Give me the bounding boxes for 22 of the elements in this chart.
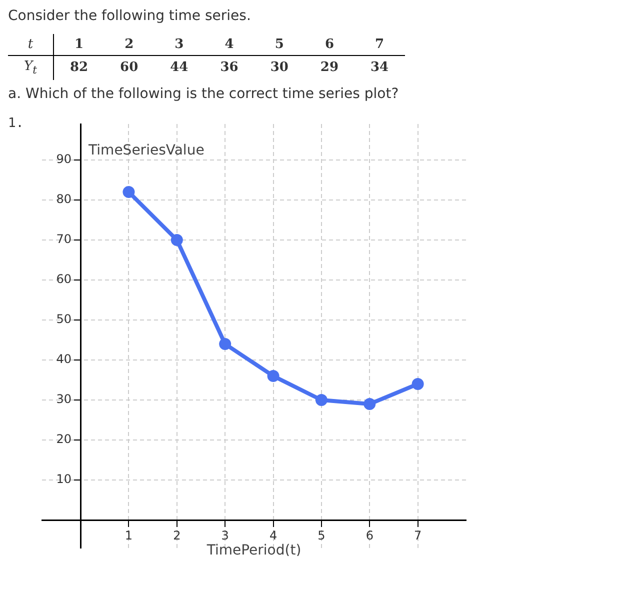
x-tick-label: 1 <box>124 528 133 542</box>
chart-title: Consider the following time series. <box>8 8 252 24</box>
y-tick-label: 90 <box>56 152 72 166</box>
x-tick-label: 2 <box>173 528 181 542</box>
text: Y$_{t}$ 82 60 44 36 30 29 34 <box>24 59 389 77</box>
y-tick-label: 70 <box>56 232 72 246</box>
y-tick-label: 20 <box>56 432 72 446</box>
x-tick-label: 7 <box>414 528 422 542</box>
x-tick-label: 6 <box>366 528 374 542</box>
y-tick-label: 60 <box>56 272 72 286</box>
y-axis-title: TimeSeriesValue <box>88 142 204 158</box>
y-tick-label: 50 <box>56 312 72 326</box>
y-tick-label: 10 <box>56 472 72 486</box>
text: t 1 2 3 4 5 6 7 <box>28 37 384 52</box>
y-tick-label: 30 <box>56 392 72 406</box>
chart-subtitle: a. Which of the following is the correct time series plot? <box>8 86 400 102</box>
y-tick-label: 40 <box>56 352 72 366</box>
text: 1. <box>8 116 25 133</box>
x-tick-label: 5 <box>318 528 326 542</box>
y-tick-label: 80 <box>56 192 72 206</box>
x-tick-label: 4 <box>269 528 278 542</box>
x-tick-label: 3 <box>221 528 229 542</box>
